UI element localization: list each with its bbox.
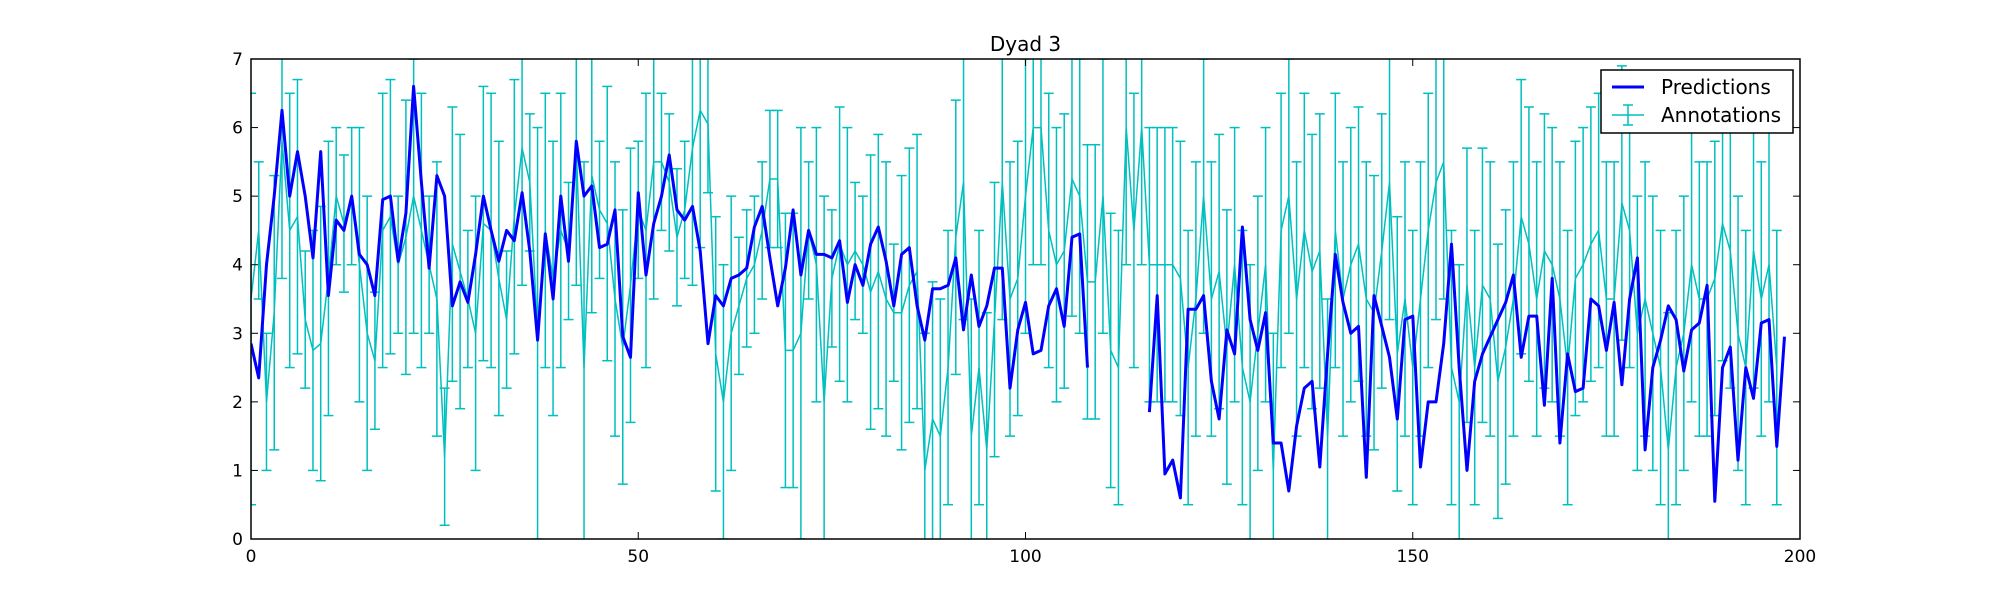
predictions-line [1147, 225, 1786, 503]
annotations-line [251, 108, 1778, 471]
x-tick-label: 200 [1784, 547, 1816, 567]
x-tick-label: 0 [246, 547, 257, 567]
x-tick-label: 150 [1397, 547, 1429, 567]
x-tick-label: 100 [1009, 547, 1041, 567]
y-tick-label: 7 [232, 50, 243, 70]
y-tick-label: 5 [232, 187, 243, 207]
legend-box [1600, 69, 1794, 134]
predictions-line [251, 84, 1089, 390]
y-tick-label: 1 [232, 461, 243, 481]
legend-annotations-label: Annotations [1661, 103, 1781, 127]
chart-title: Dyad 3 [990, 32, 1061, 56]
y-tick-label: 2 [232, 393, 243, 413]
y-tick-label: 3 [232, 324, 243, 344]
legend: Predictions Annotations [1600, 69, 1794, 134]
x-tick-label: 50 [627, 547, 649, 567]
legend-predictions-label: Predictions [1661, 75, 1771, 99]
y-tick-label: 6 [232, 119, 243, 139]
y-tick-label: 4 [232, 256, 243, 276]
y-tick-label: 0 [232, 530, 243, 550]
predictions-series [251, 84, 1786, 503]
axis-ticks: 0 50 100 150 200 0 1 2 3 4 5 6 7 [232, 50, 1816, 567]
legend-annotations-swatch [1612, 104, 1644, 126]
